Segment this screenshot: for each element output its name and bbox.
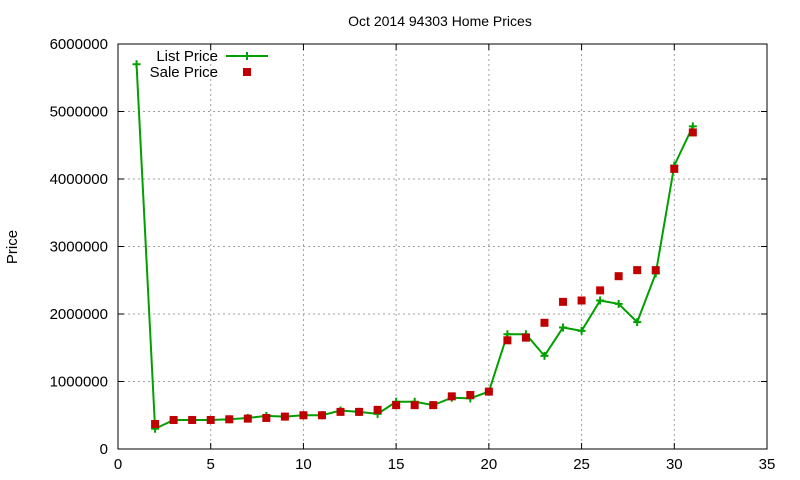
sale-price-point <box>596 286 605 295</box>
x-tick-label: 20 <box>481 456 498 473</box>
sale-price-point <box>151 420 160 429</box>
grid <box>118 44 767 449</box>
y-tick-label: 5000000 <box>50 104 108 121</box>
legend-swatch-sale-price <box>243 68 251 76</box>
legend-label-list-price: List Price <box>156 48 218 65</box>
sale-price-point <box>633 266 642 275</box>
y-tick-label: 2000000 <box>50 306 108 323</box>
x-tick-label: 35 <box>759 456 776 473</box>
sale-price-point <box>336 407 345 416</box>
sale-price-point <box>299 411 308 420</box>
y-axis-label: Price <box>4 230 21 264</box>
x-tick-label: 15 <box>388 456 405 473</box>
sale-price-point <box>688 128 697 137</box>
y-tick-label: 0 <box>100 441 108 458</box>
sale-price-point <box>280 412 289 421</box>
y-tick-label: 4000000 <box>50 171 108 188</box>
sale-price-point <box>243 414 252 423</box>
list-price-point <box>596 296 605 305</box>
sale-price-point <box>447 392 456 401</box>
y-tick-label: 6000000 <box>50 36 108 53</box>
sale-price-point <box>559 297 568 306</box>
chart-title: Oct 2014 94303 Home Prices <box>348 13 532 29</box>
sale-price-point <box>355 407 364 416</box>
sale-price-point <box>392 401 401 410</box>
list-price-point <box>540 351 549 360</box>
list-price-point <box>614 299 623 308</box>
sale-price-point <box>521 333 530 342</box>
x-tick-label: 10 <box>295 456 312 473</box>
sale-price-point <box>373 405 382 414</box>
sale-price-point <box>429 401 438 410</box>
legend-label-sale-price: Sale Price <box>150 64 218 81</box>
x-tick-label: 5 <box>207 456 215 473</box>
list-price-point <box>577 326 586 335</box>
sale-price-point <box>188 415 197 424</box>
list-price-point <box>633 318 642 327</box>
plot-frame <box>117 43 768 450</box>
sale-price-point <box>225 415 234 424</box>
sale-price-point <box>410 401 419 410</box>
sale-price-point <box>503 336 512 345</box>
x-tick-label: 25 <box>573 456 590 473</box>
list-price-point <box>132 60 141 69</box>
x-tick-label: 30 <box>666 456 683 473</box>
sale-price-point <box>466 391 475 399</box>
sale-price-point <box>317 411 326 420</box>
legend-marker-list-price <box>243 52 251 60</box>
series-layer <box>132 60 697 433</box>
sale-price-point <box>169 415 178 424</box>
x-tick-label: 0 <box>114 456 122 473</box>
y-tick-label: 1000000 <box>50 374 108 391</box>
sale-price-point <box>651 266 660 275</box>
legend: List Price Sale Price <box>150 48 268 81</box>
list-price-point <box>559 323 568 332</box>
sale-price-point <box>540 318 549 327</box>
sale-price-point <box>614 272 623 281</box>
sale-price-point <box>206 415 215 424</box>
sale-price-point <box>577 296 586 305</box>
sale-price-point <box>484 387 493 396</box>
sale-price-point <box>262 413 271 422</box>
axis-ticks: 0 5 10 15 20 25 30 35 0 1000000 2000000 3000000 4000… <box>50 36 776 473</box>
y-tick-label: 3000000 <box>50 239 108 256</box>
sale-price-point <box>670 164 679 173</box>
